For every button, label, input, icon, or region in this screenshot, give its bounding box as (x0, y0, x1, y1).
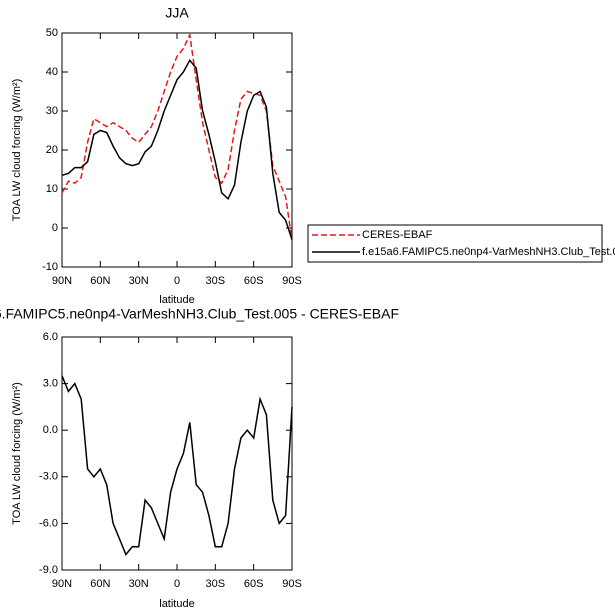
x-tick-label: 90N (52, 275, 72, 287)
x-tick-label: 60N (90, 578, 110, 590)
x-tick-label: 90S (282, 578, 302, 590)
x-tick-label: 30S (206, 578, 226, 590)
y-tick-label: -9.0 (39, 564, 58, 576)
data-line (61, 32, 293, 240)
chart-title: f.e15a6.FAMIPC5.ne0np4-VarMeshNH3.Club_T… (0, 306, 399, 322)
x-tick-label: 0 (174, 578, 180, 590)
y-tick-label: 20 (46, 144, 58, 156)
x-tick-label: 60N (90, 275, 110, 287)
x-tick-label: 90N (52, 578, 72, 590)
x-tick-label: 30N (129, 578, 149, 590)
legend-box (307, 224, 603, 263)
y-tick-label: 10 (46, 183, 58, 195)
x-tick-label: 90S (282, 275, 302, 287)
y-tick-label: -6.0 (39, 517, 58, 529)
plot-frame (61, 336, 293, 571)
y-tick-label: -10 (42, 261, 58, 273)
y-tick-label: 0.0 (43, 424, 58, 436)
legend-label: CERES-EBAF (362, 229, 433, 241)
x-tick-label: 0 (174, 275, 180, 287)
x-tick-label: 60S (244, 275, 264, 287)
x-tick-label: 30S (206, 275, 226, 287)
x-tick-label: 30N (129, 275, 149, 287)
y-tick-label: -3.0 (39, 471, 58, 483)
y-tick-label: 0 (52, 222, 58, 234)
data-line (61, 375, 293, 556)
legend-label: f.e15a6.FAMIPC5.ne0np4-VarMeshNH3.Club_T… (362, 246, 615, 258)
y-axis-label: TOA LW cloud forcing (W/m²) (11, 382, 23, 525)
y-tick-label: 6.0 (43, 331, 58, 343)
x-axis-label: latitude (159, 294, 194, 306)
y-tick-label: 3.0 (43, 378, 58, 390)
data-line (61, 58, 293, 240)
y-axis-label: TOA LW cloud forcing (W/m²) (11, 79, 23, 222)
x-tick-label: 60S (244, 578, 264, 590)
y-tick-label: 30 (46, 105, 58, 117)
x-axis-label: latitude (159, 598, 194, 610)
plot-frame (61, 32, 293, 268)
y-tick-label: 40 (46, 66, 58, 78)
chart-title: JJA (165, 5, 189, 21)
y-tick-label: 50 (46, 27, 58, 39)
